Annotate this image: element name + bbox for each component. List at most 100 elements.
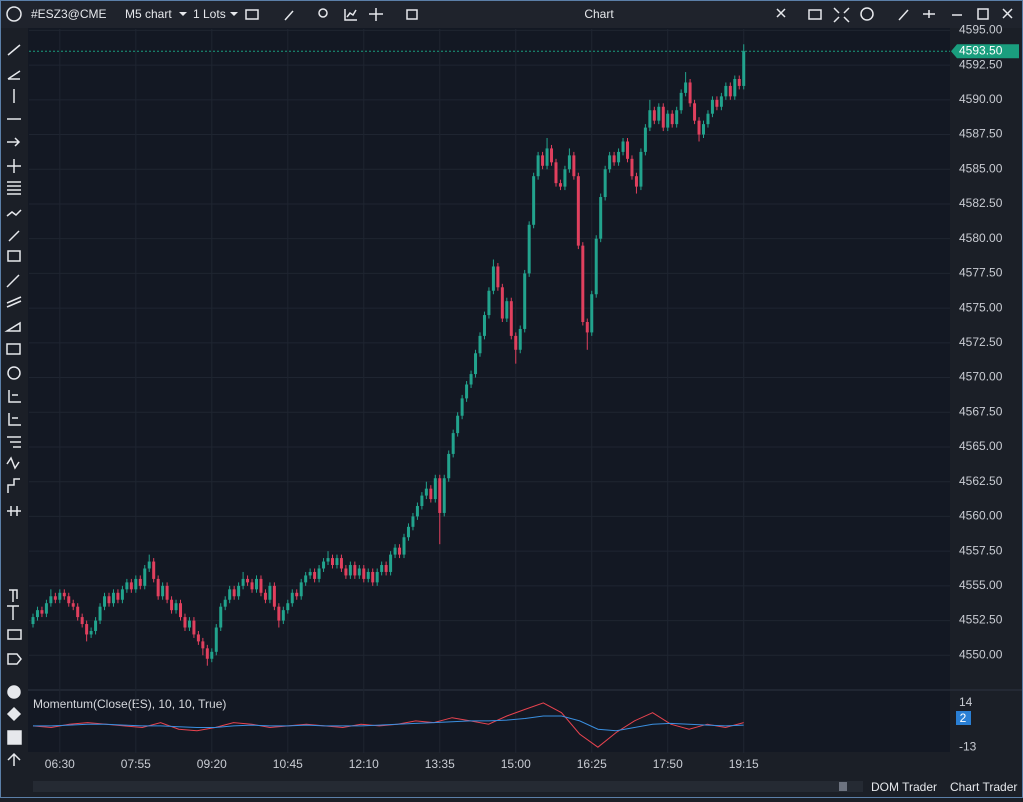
- candle-body: [398, 547, 402, 555]
- candle-body: [469, 374, 473, 385]
- candle-body: [53, 596, 57, 600]
- candle-body: [675, 110, 679, 125]
- candle-body: [335, 558, 339, 566]
- quantity[interactable]: 1 Lots: [193, 7, 226, 21]
- candle-body: [246, 578, 250, 583]
- symbol[interactable]: #ESZ3@CME: [31, 7, 107, 21]
- candle-body: [728, 85, 732, 97]
- candle-body: [85, 624, 89, 635]
- candle-body: [219, 606, 223, 628]
- candle-body: [183, 617, 187, 628]
- dropdown-arrow[interactable]: [179, 12, 187, 16]
- candle-body: [389, 554, 393, 572]
- indicator-title: Momentum(Close(ES), 10, 10, True): [33, 697, 226, 711]
- candle-body: [603, 169, 607, 198]
- y-tick-label: 4557.50: [959, 543, 1003, 557]
- scrollbar[interactable]: [33, 781, 863, 792]
- candle-body: [317, 568, 321, 579]
- candle-body: [429, 488, 433, 500]
- indicator-line: [33, 715, 744, 732]
- candle-body: [724, 85, 728, 97]
- candle-body: [290, 592, 294, 604]
- candle-body: [563, 169, 567, 187]
- dom-trader-tab[interactable]: DOM Trader: [871, 780, 937, 794]
- candle-body: [58, 592, 62, 600]
- y-tick-label: 4587.50: [959, 127, 1003, 141]
- candle-body: [710, 99, 714, 114]
- candle-body: [447, 453, 451, 479]
- x-tick-label: 16:25: [577, 757, 607, 771]
- x-tick-label: 09:20: [197, 757, 227, 771]
- candle-body: [143, 568, 147, 586]
- candle-body: [715, 99, 719, 107]
- candle-body: [322, 561, 326, 569]
- y-tick-label: 4585.00: [959, 161, 1003, 175]
- candle-body: [393, 547, 397, 555]
- candle-body: [103, 596, 107, 607]
- candle-body: [210, 651, 214, 659]
- x-tick-label: 10:45: [273, 757, 303, 771]
- candle-body: [98, 606, 102, 621]
- left-toolbar: [1, 28, 28, 778]
- y-tick-label: 4550.00: [959, 647, 1003, 661]
- candle-body: [179, 603, 183, 618]
- candle-body: [482, 315, 486, 336]
- candle-body: [550, 148, 554, 163]
- candle-body: [424, 488, 428, 496]
- candle-body: [371, 571, 375, 583]
- x-tick-label: 13:35: [425, 757, 455, 771]
- drawing-tools[interactable]: [4, 44, 22, 766]
- candle-body: [161, 585, 165, 597]
- candle-body: [657, 106, 661, 121]
- scroll-thumb[interactable]: [839, 782, 847, 791]
- candle-body: [487, 290, 491, 316]
- candle-body: [174, 603, 178, 611]
- candle-body: [326, 558, 330, 562]
- candle-body: [737, 78, 741, 86]
- x-tick-label: 19:15: [729, 757, 759, 771]
- candle-body: [129, 582, 133, 590]
- candle-body: [116, 592, 120, 600]
- candle-body: [205, 648, 209, 659]
- candle-body: [420, 495, 424, 507]
- candle-body: [523, 273, 527, 329]
- candle-body: [223, 599, 227, 607]
- candle-body: [286, 603, 290, 611]
- candle-body: [147, 561, 151, 569]
- x-tick-label: 07:55: [121, 757, 151, 771]
- candle-body: [89, 630, 93, 635]
- y-tick-label: 4562.50: [959, 474, 1003, 488]
- candle-body: [35, 610, 39, 618]
- candle-body: [612, 155, 616, 163]
- candle-body: [62, 592, 66, 597]
- candle-body: [554, 162, 558, 184]
- app-logo: [6, 6, 22, 22]
- toolbar-icons[interactable]: [245, 7, 1013, 23]
- candle-body: [634, 176, 638, 187]
- candle-body: [353, 565, 357, 576]
- candle-body: [111, 592, 115, 604]
- candle-body: [581, 245, 585, 323]
- candle-body: [572, 155, 576, 177]
- candle-body: [259, 578, 263, 593]
- dropdown-arrow[interactable]: [230, 12, 238, 16]
- candle-body: [518, 328, 522, 350]
- chart-trader-tab[interactable]: Chart Trader: [950, 780, 1017, 794]
- y-tick-label: 4560.00: [959, 509, 1003, 523]
- last-price-badge: [951, 44, 1019, 59]
- y-tick-label: 4555.00: [959, 578, 1003, 592]
- candle-body: [639, 151, 643, 187]
- y-tick-label: 4552.50: [959, 613, 1003, 627]
- candle-body: [304, 575, 308, 583]
- candle-body: [152, 561, 156, 579]
- candle-body: [344, 568, 348, 576]
- candle-body: [590, 294, 594, 333]
- candle-body: [263, 592, 267, 600]
- candle-body: [648, 110, 652, 128]
- candle-body: [545, 148, 549, 166]
- candle-body: [666, 113, 670, 128]
- candle-body: [608, 155, 612, 170]
- timeframe[interactable]: M5 chart: [125, 7, 172, 21]
- candle-body: [576, 176, 580, 246]
